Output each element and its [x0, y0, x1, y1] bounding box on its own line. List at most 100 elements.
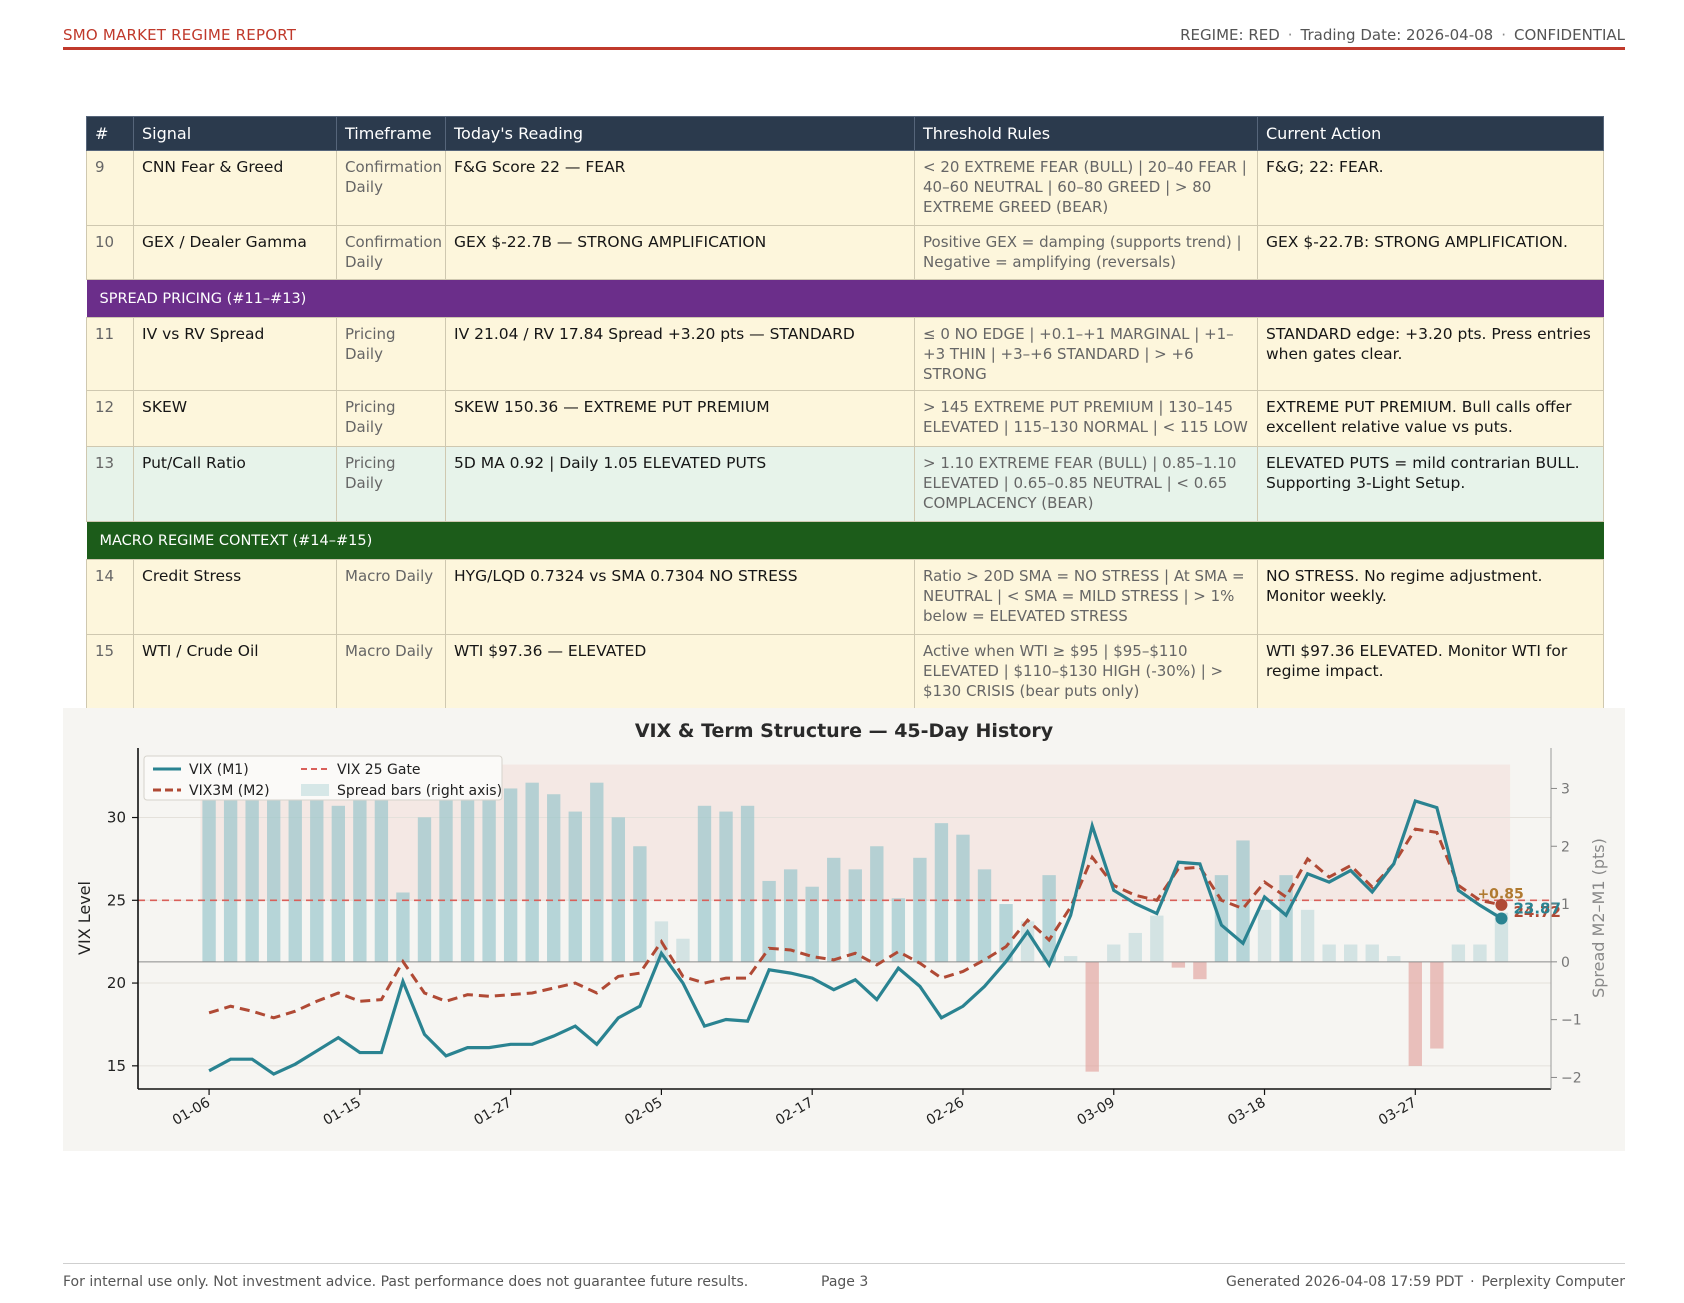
column-header: Timeframe [336, 116, 446, 151]
table-row: 12 SKEW Pricing Daily SKEW 150.36 — EXTR… [86, 390, 1604, 447]
spread-bar [1494, 912, 1509, 962]
timeframe: Macro Daily [336, 559, 446, 635]
current-action: WTI $97.36 ELEVATED. Monitor WTI for reg… [1257, 634, 1604, 709]
row-number: 15 [86, 634, 134, 709]
spread-bar [1150, 915, 1164, 962]
y-axis-label: VIX Level [75, 881, 94, 955]
vix-chart-panel: VIX & Term Structure — 45-Day History 24.… [63, 708, 1625, 1151]
spread-bar [783, 869, 798, 962]
y2-tick-label: −2 [1561, 1070, 1582, 1086]
threshold-rules: < 20 EXTREME FEAR (BULL) | 20–40 FEAR | … [914, 150, 1258, 226]
x-tick-label: 02-26 [924, 1095, 967, 1129]
spread-bar [977, 869, 992, 962]
signal-name: IV vs RV Spread [133, 317, 337, 391]
spread-bar [1193, 961, 1207, 980]
y2-tick-label: 3 [1561, 781, 1570, 797]
row-number: 9 [86, 150, 134, 226]
spread-bar [202, 771, 216, 962]
page-header: SMO MARKET REGIME REPORT REGIME: RED · T… [63, 26, 1625, 50]
row-number: 12 [86, 390, 134, 447]
timeframe: Confirmation Daily [336, 225, 446, 280]
spread-bar [1408, 961, 1422, 1066]
spread-bar [1107, 944, 1121, 962]
spread-bar [460, 776, 475, 962]
regime-label: REGIME: RED [1180, 26, 1280, 44]
spread-bar [805, 886, 819, 962]
separator: · [1501, 26, 1506, 44]
spread-bar [417, 817, 432, 962]
column-header: Today's Reading [445, 116, 915, 151]
y2-tick-label: 0 [1561, 955, 1570, 971]
footer-generated: Generated 2026-04-08 17:59 PDT · Perplex… [1226, 1274, 1625, 1290]
threshold-rules: Active when WTI ≥ $95 | $95–$110 ELEVATE… [914, 634, 1258, 709]
spread-bar [740, 805, 755, 962]
signal-table: # Signal Timeframe Today's Reading Thres… [86, 116, 1604, 709]
trading-date: Trading Date: 2026-04-08 [1300, 26, 1494, 44]
table-row: 15 WTI / Crude Oil Macro Daily WTI $97.3… [86, 634, 1604, 709]
y2-axis-label: Spread M2–M1 (pts) [1589, 838, 1608, 998]
spread-bar [310, 794, 324, 962]
reading: IV 21.04 / RV 17.84 Spread +3.20 pts — S… [445, 317, 915, 391]
spread-bar [1430, 961, 1444, 1049]
spread-bar [1473, 944, 1487, 962]
signal-name: SKEW [133, 390, 337, 447]
spread-bar [762, 880, 776, 962]
column-header: Current Action [1257, 116, 1604, 151]
spread-bar [525, 782, 539, 962]
spread-bar [223, 776, 238, 962]
spread-bar [934, 823, 949, 962]
x-tick-label: 03-18 [1225, 1095, 1268, 1129]
legend-label: VIX (M1) [189, 762, 249, 778]
spread-bar [1387, 956, 1401, 962]
legend-box [143, 755, 503, 801]
vix3m-series-line [208, 827, 1502, 1020]
section-header-row: SPREAD PRICING (#11–#13) [86, 279, 1604, 318]
timeframe: Pricing Daily [336, 446, 446, 522]
spread-bar [611, 817, 626, 962]
page-footer: For internal use only. Not investment ad… [63, 1263, 1625, 1293]
classification-label: CONFIDENTIAL [1513, 26, 1625, 44]
x-tick-label: 01-15 [321, 1095, 364, 1129]
spread-bar [482, 782, 496, 962]
timeframe: Pricing Daily [336, 390, 446, 447]
x-tick-label: 02-17 [773, 1095, 816, 1129]
spread-bar [590, 782, 604, 962]
spread-bar [1236, 840, 1250, 962]
current-action: ELEVATED PUTS = mild contrarian BULL. Su… [1257, 446, 1604, 522]
spread-bar [1214, 875, 1229, 962]
legend-label: VIX3M (M2) [189, 783, 270, 799]
vix-end-marker [1495, 912, 1508, 925]
vix-series-line [208, 798, 1503, 1076]
column-header: Threshold Rules [914, 116, 1258, 151]
x-tick-label: 03-27 [1376, 1095, 1419, 1129]
generated-timestamp: Generated 2026-04-08 17:59 PDT [1225, 1274, 1464, 1290]
footer-disclaimer: For internal use only. Not investment ad… [63, 1274, 749, 1290]
spread-bar [633, 846, 647, 962]
spread-bar [503, 788, 518, 962]
spread-bar [353, 782, 367, 962]
reading: F&G Score 22 — FEAR [445, 150, 915, 226]
separator: · [1470, 1274, 1475, 1290]
table-row: 14 Credit Stress Macro Daily HYG/LQD 0.7… [86, 559, 1604, 635]
row-number: 14 [86, 559, 134, 635]
table-row: 9 CNN Fear & Greed Confirmation Daily F&… [86, 150, 1604, 226]
section-title: SPREAD PRICING (#11–#13) [86, 279, 1604, 318]
spread-bar [439, 771, 453, 962]
y2-tick-label: 1 [1561, 897, 1570, 913]
reading: HYG/LQD 0.7324 vs SMA 0.7304 NO STRESS [445, 559, 915, 635]
spread-bar [1257, 909, 1272, 962]
vix3m-end-marker [1495, 898, 1508, 911]
signal-name: CNN Fear & Greed [133, 150, 337, 226]
spread-bar [1171, 961, 1186, 968]
spread-bar [374, 776, 389, 962]
table-row: 13 Put/Call Ratio Pricing Daily 5D MA 0.… [86, 446, 1604, 522]
legend-swatch-spread [301, 784, 329, 796]
current-action: STANDARD edge: +3.20 pts. Press entries … [1257, 317, 1604, 391]
spread-bar [288, 776, 302, 962]
y-tick-label: 15 [107, 1057, 126, 1075]
spread-bar [1344, 944, 1358, 962]
y-tick-label: 25 [107, 891, 126, 909]
section-header-row: MACRO REGIME CONTEXT (#14–#15) [86, 521, 1604, 560]
chart-title: VIX & Term Structure — 45-Day History [635, 720, 1054, 742]
row-number: 11 [86, 317, 134, 391]
